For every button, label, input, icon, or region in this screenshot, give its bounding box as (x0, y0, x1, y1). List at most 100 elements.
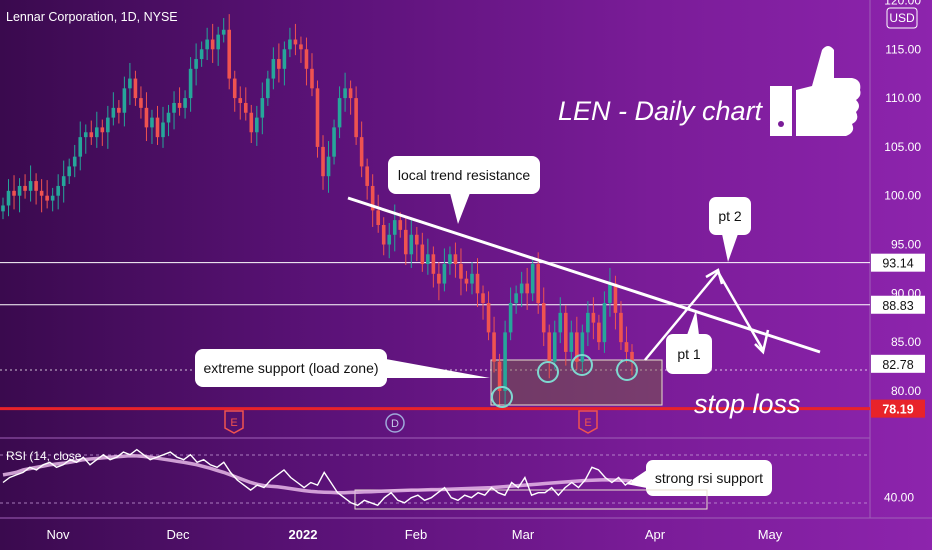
projection-arrowhead-down (754, 329, 770, 355)
candle-body (23, 185, 27, 191)
candle-body (100, 127, 105, 133)
rsi-smoothed-line (2, 453, 633, 495)
candle-body (117, 107, 121, 113)
candle-body (563, 312, 568, 352)
candle-body (437, 273, 441, 284)
candles (1, 14, 634, 408)
candle-body (34, 181, 38, 191)
price-label-box (871, 354, 925, 373)
candle-body (299, 44, 303, 50)
price-tick-label: 120.00 (884, 0, 921, 7)
candle-body (608, 283, 612, 304)
price-tick-label: 95.00 (891, 238, 921, 252)
candle-body (332, 127, 336, 157)
candle-body (216, 34, 220, 50)
price-tick-label: 80.00 (891, 384, 921, 398)
candle-body (304, 49, 309, 69)
candle-body (310, 68, 314, 89)
price-label-box (871, 295, 925, 314)
candle-body (321, 146, 325, 177)
candle-body (354, 98, 358, 138)
candle-body (172, 102, 176, 113)
candle-body (591, 312, 596, 323)
callout-extreme-support[interactable]: extreme support (load zone) (195, 349, 490, 387)
chart-annotation-title: LEN - Daily chart (558, 96, 764, 126)
candle-body (619, 312, 623, 343)
projection-arrowhead-up (705, 268, 724, 285)
candle-body (61, 176, 66, 186)
candle-body (326, 156, 331, 177)
rsi-pane (2, 448, 633, 507)
candle-body (453, 254, 458, 265)
callout-trend-resistance[interactable]: local trend resistance (388, 156, 540, 224)
price-label-box (871, 399, 925, 418)
price-label-text: 93.14 (882, 257, 913, 271)
candle-body (221, 29, 226, 35)
candle-body (139, 98, 143, 108)
svg-text:D: D (391, 418, 399, 430)
candle-body (238, 98, 243, 103)
candle-body (387, 234, 392, 245)
candle-body (183, 98, 187, 108)
symbol-title: Lennar Corporation, 1D, NYSE (6, 10, 178, 24)
candle-body (492, 332, 496, 362)
candle-body (552, 332, 557, 362)
candle-body (205, 39, 209, 50)
rsi-support-box (354, 489, 708, 510)
candle-body (94, 127, 99, 138)
time-tick-label: Nov (46, 527, 70, 542)
candle-body (536, 264, 541, 304)
candle-body (541, 303, 546, 333)
candle-body (359, 137, 364, 167)
price-tick-label: 85.00 (891, 335, 921, 349)
candle-body (470, 273, 474, 284)
candle-body (266, 78, 270, 99)
candle-body (166, 112, 171, 123)
candle-body (497, 361, 502, 391)
candle-body (17, 185, 22, 196)
candle-body (128, 78, 132, 89)
candle-body (481, 293, 485, 304)
price-label-text: 88.83 (882, 299, 913, 313)
candle-body (337, 98, 342, 128)
callout-pt1[interactable]: pt 1 (666, 310, 712, 374)
candle-body (106, 117, 110, 133)
callout-pt2[interactable]: pt 2 (709, 197, 751, 262)
candle-body (227, 29, 232, 79)
callout-pt2-text: pt 2 (718, 208, 742, 224)
time-axis[interactable]: Nov Dec 2022 Feb Mar Apr May (46, 527, 782, 542)
candle-body (431, 254, 436, 274)
candle-body (1, 205, 5, 212)
candle-body (260, 98, 265, 118)
candle-body (580, 332, 585, 362)
candle-body (602, 303, 607, 343)
earnings-marker[interactable]: E (578, 410, 598, 434)
candle-body (122, 88, 127, 113)
trend-resistance-line[interactable] (347, 196, 821, 354)
candle-body (525, 283, 529, 294)
callout-extreme-support-text: extreme support (load zone) (203, 360, 378, 376)
candle-body (12, 190, 16, 196)
currency-badge[interactable]: USD (886, 7, 918, 29)
candle-body (210, 39, 215, 50)
candle-body (348, 88, 353, 99)
candle-body (442, 264, 447, 284)
thumbs-up-icon (770, 46, 861, 136)
callout-rsi-support[interactable]: strong rsi support (626, 460, 772, 496)
support-touch-circle (537, 361, 559, 383)
candle-body (475, 273, 480, 294)
earnings-marker[interactable]: E (224, 410, 244, 434)
candle-body (50, 195, 55, 201)
candle-body (343, 88, 347, 99)
candle-body (194, 59, 198, 69)
candle-body (177, 102, 182, 108)
candle-body (28, 181, 33, 191)
price-axis[interactable]: 80.0085.0090.0095.00100.00105.00110.0011… (884, 0, 921, 398)
candle-body (613, 283, 618, 313)
candle-body (630, 351, 634, 362)
candle-body (376, 210, 380, 225)
callout-trend-resistance-text: local trend resistance (398, 167, 531, 183)
dividend-marker[interactable]: D (385, 413, 405, 433)
